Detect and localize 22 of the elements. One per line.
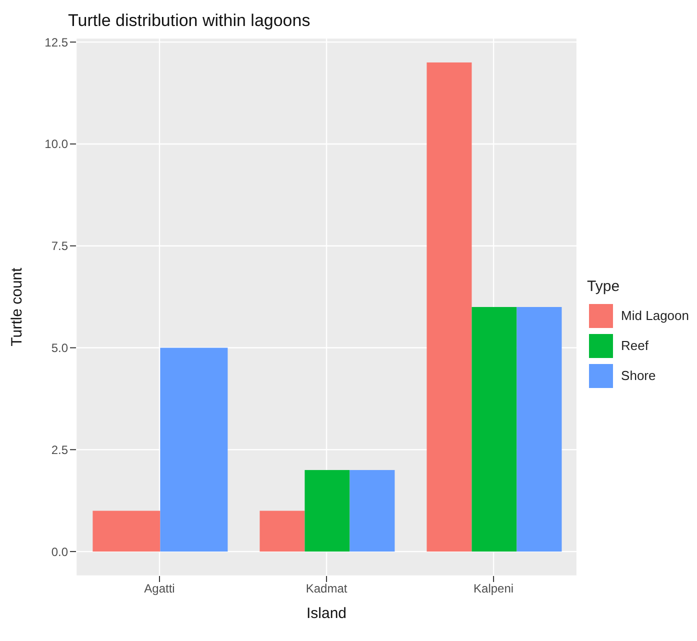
x-tick-label: Kalpeni [474, 582, 514, 596]
bar [426, 62, 472, 552]
y-axis-title: Turtle count [8, 266, 26, 346]
x-tick-label: Kadmat [306, 582, 348, 596]
bar [350, 470, 395, 552]
y-tick-label: 0.0 [51, 544, 68, 559]
y-tick-label: 10.0 [44, 137, 68, 152]
y-tick-label: 7.5 [51, 239, 68, 254]
legend-label: Shore [621, 368, 656, 383]
legend-title: Type [587, 278, 621, 294]
y-tick-label: 2.5 [51, 442, 68, 457]
bar [260, 510, 305, 552]
legend-label: Reef [621, 338, 649, 353]
x-tick-label: Agatti [144, 582, 175, 596]
y-tick-label: 5.0 [51, 341, 68, 356]
bar [472, 307, 517, 552]
y-tick-label: 12.5 [44, 35, 68, 50]
bar [304, 470, 350, 552]
x-axis-title: Island [306, 605, 347, 622]
chart-title: Turtle distribution within lagoons [67, 10, 312, 32]
bar [516, 307, 562, 552]
legend-label: Mid Lagoon [621, 308, 689, 323]
